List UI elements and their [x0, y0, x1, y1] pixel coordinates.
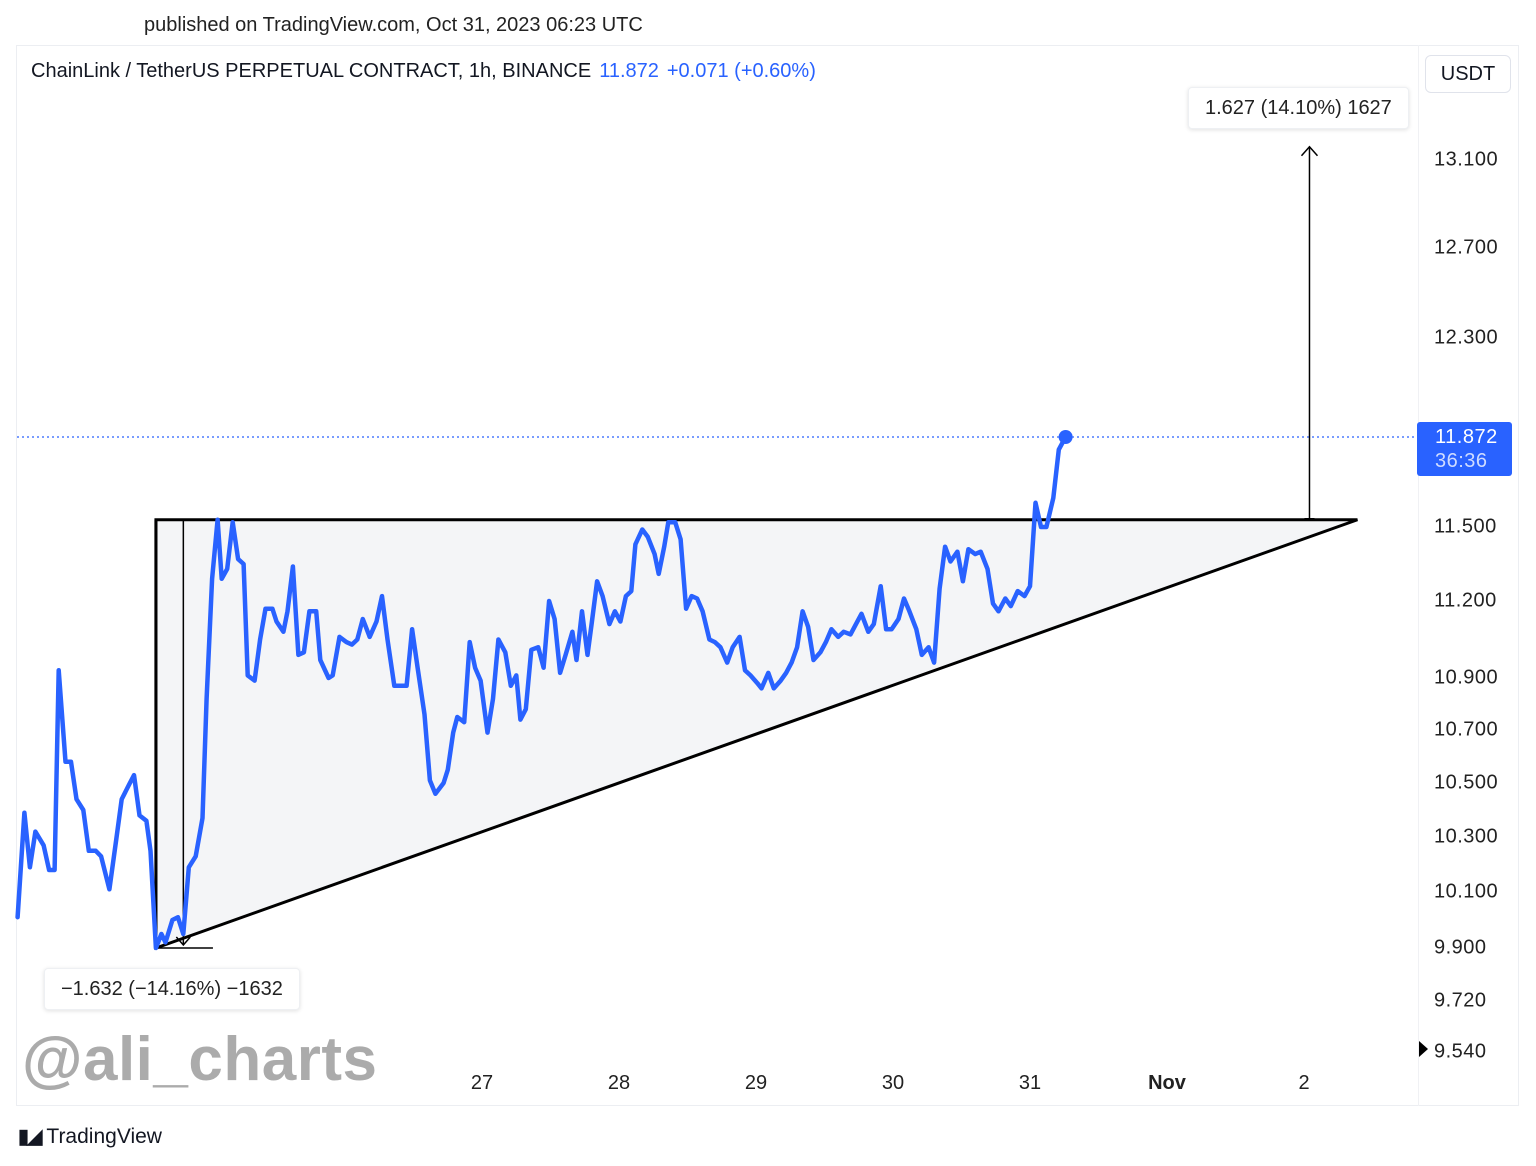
price-tick-label: 12.700: [1434, 236, 1499, 259]
tradingview-brand: TradingView: [46, 1124, 162, 1148]
price-tick-label: 9.540: [1434, 1040, 1487, 1063]
price-tick-label: 12.300: [1434, 326, 1499, 349]
bar-countdown: 36:36: [1435, 450, 1488, 472]
price-tick-label: 13.100: [1434, 148, 1499, 171]
time-tick-label: 29: [744, 1072, 768, 1094]
measure-down-arrowhead: [175, 936, 191, 947]
tradingview-footer[interactable]: ▮◢ TradingView: [18, 1124, 162, 1149]
chart-frame: [16, 45, 1519, 1106]
price-series-line: [15, 434, 1068, 951]
time-tick-label: Nov: [1148, 1072, 1186, 1094]
legend-price: 11.872: [599, 60, 659, 82]
chart-legend: ChainLink / TetherUS PERPETUAL CONTRACT,…: [31, 60, 816, 83]
price-tick-label: 11.500: [1434, 515, 1497, 538]
price-tick-label: 10.500: [1434, 771, 1499, 794]
price-tick-label: 9.900: [1434, 936, 1487, 959]
price-tick-label: 10.300: [1434, 825, 1499, 848]
last-price-badge: 11.872 36:36: [1417, 422, 1512, 476]
price-axis-separator: [1418, 45, 1419, 1106]
ascending-triangle[interactable]: [154, 518, 1358, 951]
price-tick-label: 10.100: [1434, 880, 1499, 903]
time-tick-label: 2: [1298, 1072, 1310, 1094]
measure-up-arrowhead: [1300, 145, 1319, 157]
author-watermark: @ali_charts: [22, 1025, 378, 1094]
price-tick-label: 10.900: [1434, 666, 1499, 689]
time-tick-label: 28: [607, 1072, 631, 1094]
symbol-title[interactable]: ChainLink / TetherUS PERPETUAL CONTRACT,…: [31, 60, 592, 82]
tradingview-logo-icon: ▮◢: [18, 1126, 42, 1148]
price-tick-label: 9.720: [1434, 989, 1487, 1012]
last-price-dot: [1058, 430, 1073, 444]
published-caption: published on TradingView.com, Oct 31, 20…: [144, 14, 643, 36]
legend-change: +0.071 (+0.60%): [666, 60, 816, 82]
currency-button[interactable]: USDT: [1425, 55, 1511, 93]
scroll-to-end-icon[interactable]: [1419, 1041, 1428, 1057]
time-tick-label: 30: [881, 1072, 905, 1094]
time-tick-label: 31: [1018, 1072, 1042, 1094]
last-price-value: 11.872: [1435, 426, 1498, 448]
measure-down-label: −1.632 (−14.16%) −1632: [44, 968, 300, 1010]
measure-up-label: 1.627 (14.10%) 1627: [1188, 87, 1409, 129]
price-tick-label: 11.200: [1434, 589, 1497, 612]
time-tick-label: 27: [470, 1072, 494, 1094]
price-tick-label: 10.700: [1434, 718, 1499, 741]
